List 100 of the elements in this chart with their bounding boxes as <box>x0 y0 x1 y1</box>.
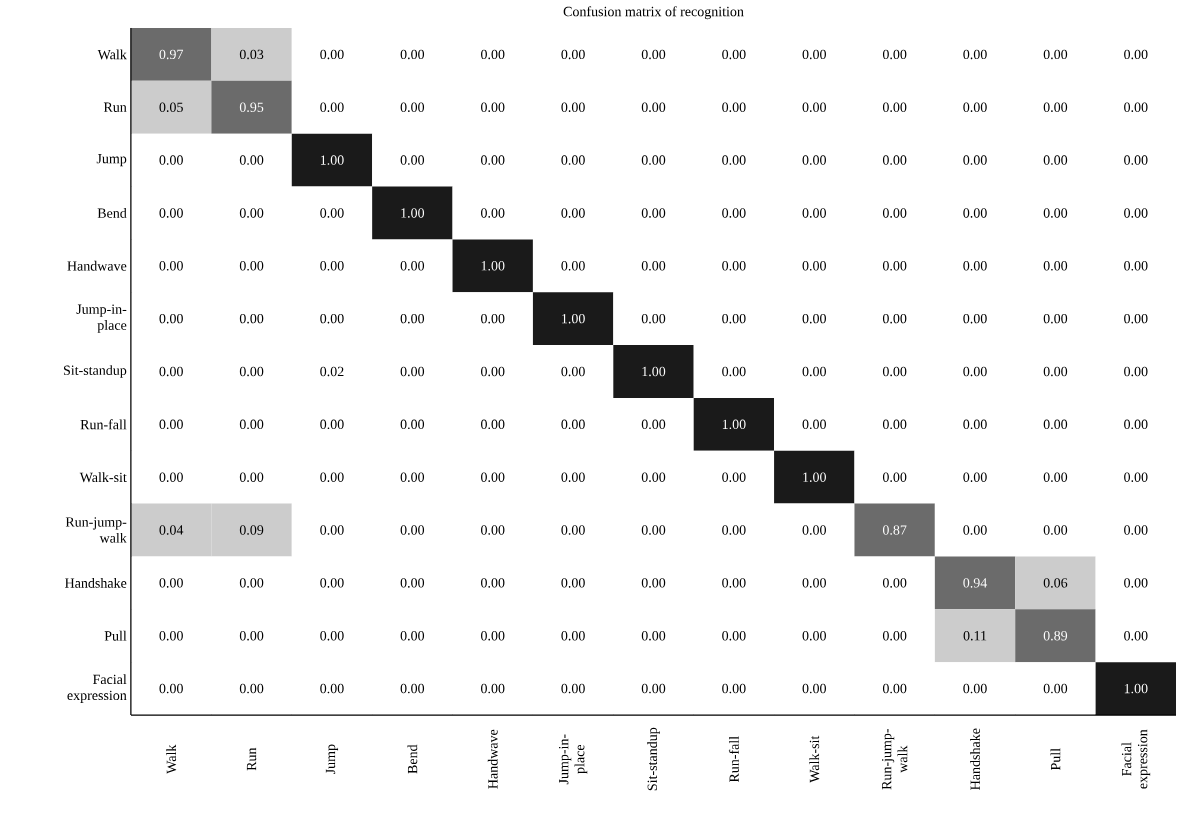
data-label: 0.00 <box>641 525 666 535</box>
data-label: 0.00 <box>802 525 826 535</box>
data-label: 0.00 <box>400 525 425 535</box>
data-label: 1.00 <box>562 313 585 324</box>
data-label: 0.00 <box>400 102 425 113</box>
data-label: 0.00 <box>882 630 907 641</box>
data-label: 0.00 <box>802 578 826 588</box>
data-label: 0.00 <box>561 525 585 535</box>
data-label: 0.00 <box>561 630 585 641</box>
data-label: 0.00 <box>561 419 585 430</box>
data-label: 0.00 <box>400 472 425 482</box>
data-label: 0.00 <box>1043 208 1068 218</box>
data-label: 0.00 <box>481 525 505 535</box>
data-label: 0.04 <box>159 525 184 535</box>
data-label: 0.00 <box>963 366 987 377</box>
data-label: 0.00 <box>1043 525 1068 535</box>
data-label: 0.00 <box>882 683 907 694</box>
data-label: 0.03 <box>239 49 264 60</box>
data-label: 0.00 <box>159 683 183 694</box>
data-label: 0.00 <box>561 102 585 113</box>
data-label: 0.00 <box>400 261 425 271</box>
data-label: 0.00 <box>963 419 987 430</box>
data-label: 0.00 <box>481 630 505 641</box>
data-label: 0.00 <box>963 102 987 113</box>
data-label: 0.00 <box>239 366 264 377</box>
data-label: 0.00 <box>159 472 183 482</box>
data-label: 0.00 <box>963 525 987 535</box>
data-label: 0.00 <box>882 208 907 218</box>
data-label: 0.00 <box>239 261 264 271</box>
data-label: 1.00 <box>722 419 746 430</box>
data-label: 0.00 <box>641 208 666 218</box>
data-label: 0.00 <box>320 683 344 694</box>
x-tick-label: Run <box>246 747 257 771</box>
data-label: 0.00 <box>722 313 746 324</box>
data-label: 0.00 <box>1043 366 1068 377</box>
data-label: 0.00 <box>802 49 826 60</box>
data-label: 0.00 <box>561 49 585 60</box>
data-label: 0.00 <box>1124 261 1148 271</box>
data-label: 0.00 <box>641 102 666 113</box>
data-label: 0.00 <box>159 630 183 641</box>
data-label: 0.00 <box>722 630 746 641</box>
data-label: 0.00 <box>802 683 826 694</box>
data-label: 0.00 <box>882 261 907 271</box>
x-tick-label: Handshake <box>970 728 980 790</box>
data-label: 0.00 <box>882 49 907 60</box>
data-label: 0.00 <box>561 208 585 218</box>
data-label: 0.00 <box>1124 578 1148 588</box>
data-label: 0.00 <box>641 419 666 430</box>
data-label: 0.00 <box>561 472 585 482</box>
data-label: 0.11 <box>963 630 987 641</box>
x-tick-label: Jump-in-place <box>559 734 588 785</box>
data-label: 0.00 <box>159 366 183 377</box>
data-label: 0.00 <box>882 102 907 113</box>
data-label: 0.00 <box>1124 472 1148 482</box>
y-tick-label: Jump <box>96 154 127 167</box>
data-label: 0.97 <box>159 49 184 60</box>
data-label: 0.00 <box>481 578 505 588</box>
x-tick-label: Handwave <box>487 729 498 789</box>
data-label: 0.00 <box>1043 155 1068 165</box>
data-label: 1.00 <box>803 472 826 482</box>
data-label: 0.00 <box>320 208 344 218</box>
data-label: 0.00 <box>239 419 264 430</box>
data-label: 0.00 <box>882 472 907 482</box>
data-label: 0.00 <box>802 419 826 430</box>
data-label: 1.00 <box>642 366 666 377</box>
x-tick-label: Sit-standup <box>647 727 660 791</box>
data-label: 0.00 <box>1124 630 1148 641</box>
data-label: 0.00 <box>159 419 183 430</box>
data-label: 0.00 <box>1043 683 1068 694</box>
data-label: 0.00 <box>802 366 826 377</box>
data-label: 0.00 <box>882 313 907 324</box>
y-tick-label: Facial expression <box>67 674 127 703</box>
data-label: 0.00 <box>561 261 585 271</box>
x-tick-label: Run-jump-walk <box>881 728 908 790</box>
data-label: 0.00 <box>641 683 666 694</box>
data-label: 0.00 <box>641 49 666 60</box>
data-label: 0.00 <box>320 419 344 430</box>
data-label: 0.00 <box>722 472 746 482</box>
data-label: 0.00 <box>400 155 425 165</box>
data-label: 0.00 <box>1043 419 1068 430</box>
data-label: 0.00 <box>159 313 183 324</box>
x-tick-label: Walk-sit <box>809 735 820 783</box>
data-label: 0.00 <box>722 578 746 588</box>
chart-title: Confusion matrix of recognition <box>563 6 744 20</box>
data-label: 0.87 <box>882 525 907 535</box>
data-label: 0.00 <box>481 419 505 430</box>
data-label: 0.00 <box>320 102 344 113</box>
data-label: 1.00 <box>481 261 505 271</box>
data-label: 0.00 <box>963 472 987 482</box>
data-label: 0.00 <box>882 578 907 588</box>
data-label: 0.00 <box>400 683 425 694</box>
data-label: 0.00 <box>963 683 987 694</box>
y-tick-label: Jump-in-place <box>76 304 127 333</box>
data-label: 0.00 <box>722 366 746 377</box>
data-label: 0.00 <box>239 313 264 324</box>
data-label: 0.00 <box>802 102 826 113</box>
data-label: 0.00 <box>963 313 987 324</box>
data-label: 0.00 <box>722 683 746 694</box>
data-label: 0.94 <box>963 578 988 588</box>
y-tick-label: Sit-standup <box>63 365 127 378</box>
